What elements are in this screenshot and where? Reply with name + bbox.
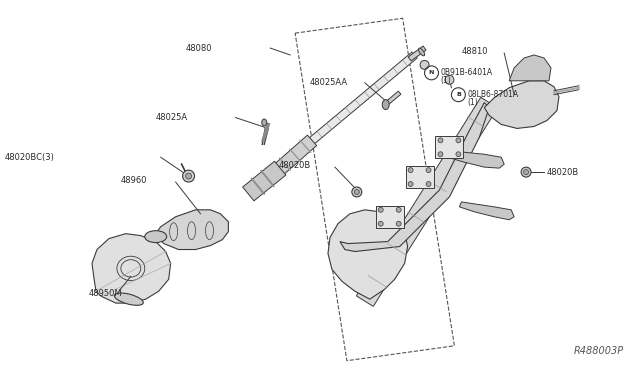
Polygon shape	[387, 91, 401, 104]
Text: 08LB6-8701A: 08LB6-8701A	[467, 90, 518, 99]
Circle shape	[352, 187, 362, 197]
Circle shape	[420, 60, 429, 69]
FancyBboxPatch shape	[406, 166, 433, 188]
Text: B: B	[456, 92, 461, 97]
Circle shape	[426, 168, 431, 173]
Circle shape	[378, 221, 383, 226]
Polygon shape	[408, 46, 426, 61]
Circle shape	[355, 189, 359, 195]
Polygon shape	[273, 135, 317, 175]
Text: 0B91B-6401A: 0B91B-6401A	[440, 68, 493, 77]
Circle shape	[408, 168, 413, 173]
Circle shape	[445, 76, 454, 84]
FancyBboxPatch shape	[435, 137, 463, 158]
Text: N: N	[429, 70, 434, 76]
Text: (1): (1)	[440, 76, 451, 85]
Text: 48080: 48080	[186, 44, 212, 52]
Ellipse shape	[419, 48, 425, 56]
Circle shape	[186, 173, 191, 179]
Text: 48020BC(3): 48020BC(3)	[4, 153, 54, 162]
Ellipse shape	[115, 293, 143, 305]
Circle shape	[521, 167, 531, 177]
Circle shape	[456, 152, 461, 157]
Text: 48950M: 48950M	[89, 289, 123, 298]
Polygon shape	[356, 97, 498, 307]
Polygon shape	[92, 234, 171, 303]
Circle shape	[426, 182, 431, 186]
Ellipse shape	[262, 119, 267, 126]
Polygon shape	[243, 161, 286, 201]
Text: R488003P: R488003P	[573, 346, 623, 356]
Ellipse shape	[382, 100, 389, 110]
FancyBboxPatch shape	[376, 206, 404, 228]
Text: (1): (1)	[467, 98, 478, 107]
Text: 48025AA: 48025AA	[310, 78, 348, 87]
Circle shape	[438, 138, 443, 143]
Circle shape	[456, 138, 461, 143]
Circle shape	[524, 170, 529, 174]
Circle shape	[438, 152, 443, 157]
Polygon shape	[328, 210, 408, 299]
Polygon shape	[447, 152, 504, 168]
Circle shape	[182, 170, 195, 182]
Circle shape	[378, 207, 383, 212]
Circle shape	[396, 221, 401, 226]
Polygon shape	[156, 210, 228, 250]
Ellipse shape	[145, 231, 166, 243]
Text: 48810: 48810	[461, 46, 488, 55]
Circle shape	[396, 207, 401, 212]
Polygon shape	[340, 103, 489, 251]
Polygon shape	[460, 202, 514, 220]
Polygon shape	[484, 81, 559, 128]
Polygon shape	[509, 55, 551, 81]
Text: 48025A: 48025A	[156, 113, 188, 122]
Polygon shape	[307, 52, 417, 145]
Text: 48020B: 48020B	[547, 168, 579, 177]
Text: 48960: 48960	[121, 176, 147, 185]
Circle shape	[408, 182, 413, 186]
Text: 48020B: 48020B	[278, 161, 310, 170]
